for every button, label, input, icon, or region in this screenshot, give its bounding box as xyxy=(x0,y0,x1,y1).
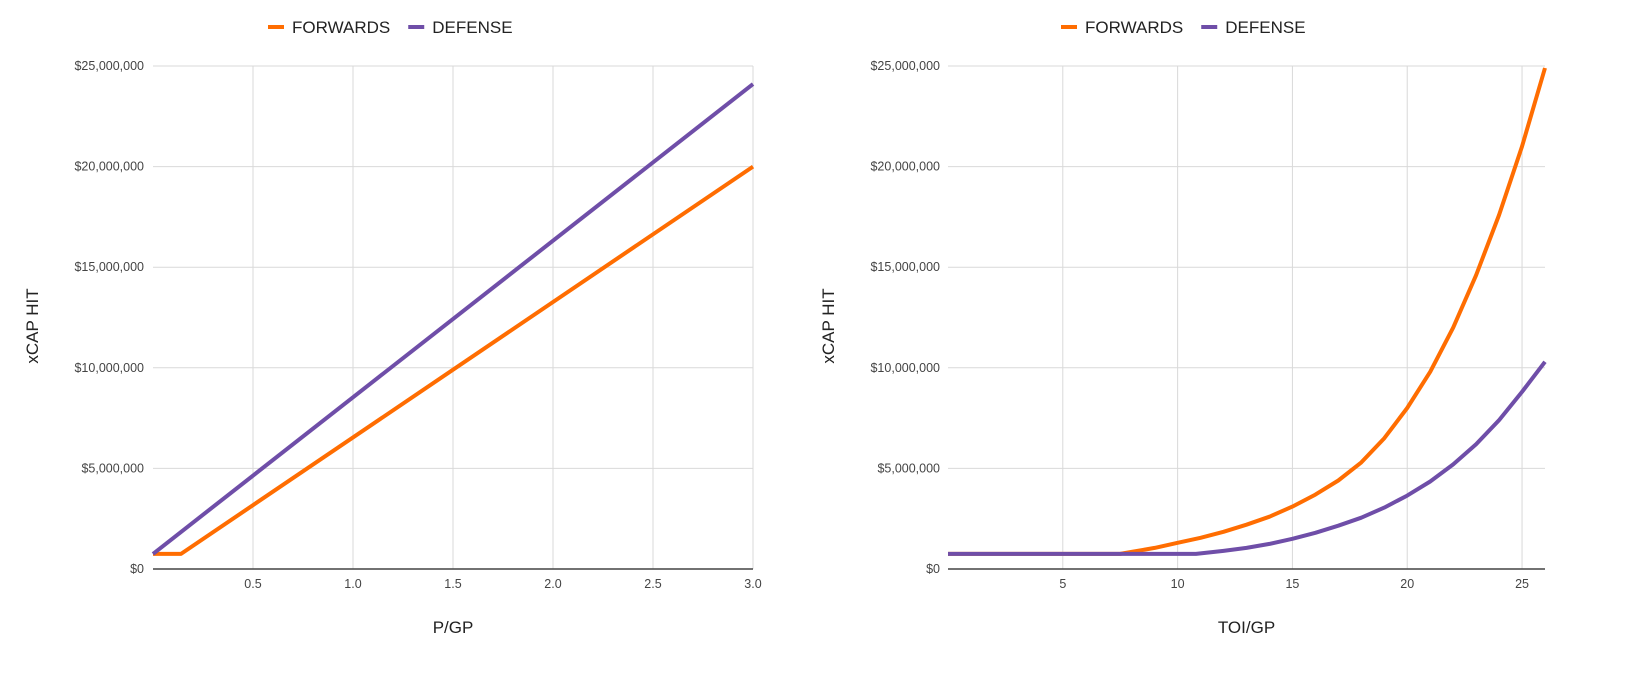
legend-label: DEFENSE xyxy=(432,18,512,37)
series-line-forwards xyxy=(948,67,1547,556)
y-tick-label: $0 xyxy=(130,562,144,576)
x-tick-label: 3.0 xyxy=(744,577,761,591)
y-tick-label: $15,000,000 xyxy=(870,260,940,274)
legend-label: FORWARDS xyxy=(292,18,390,37)
y-tick-label: $20,000,000 xyxy=(870,160,940,174)
y-tick-label: $10,000,000 xyxy=(74,361,144,375)
series-line-forwards xyxy=(153,164,755,556)
legend-label: DEFENSE xyxy=(1225,18,1305,37)
y-tick-label: $0 xyxy=(926,562,940,576)
x-tick-label: 20 xyxy=(1400,577,1414,591)
y-tick-label: $25,000,000 xyxy=(870,59,940,73)
series-line-defense xyxy=(948,360,1547,556)
y-axis-label: xCAP HIT xyxy=(23,288,42,363)
x-axis-label: P/GP xyxy=(433,618,474,637)
x-tick-label: 25 xyxy=(1515,577,1529,591)
x-tick-label: 1.5 xyxy=(444,577,461,591)
x-tick-label: 2.5 xyxy=(644,577,661,591)
chart-1: $0 $5,000,000 $10,000,000 $15,000,000 $20,00… xyxy=(23,18,762,637)
y-tick-label: $25,000,000 xyxy=(74,59,144,73)
y-tick-label: $5,000,000 xyxy=(81,461,144,475)
x-axis-label: TOI/GP xyxy=(1218,618,1275,637)
legend-label: FORWARDS xyxy=(1085,18,1183,37)
y-tick-label: $20,000,000 xyxy=(74,160,144,174)
x-tick-label: 1.0 xyxy=(344,577,361,591)
x-tick-label: 2.0 xyxy=(544,577,561,591)
y-tick-label: $15,000,000 xyxy=(74,260,144,274)
y-axis-label: xCAP HIT xyxy=(819,288,838,363)
y-tick-label: $5,000,000 xyxy=(877,461,940,475)
x-tick-label: 15 xyxy=(1285,577,1299,591)
x-tick-label: 10 xyxy=(1171,577,1185,591)
x-tick-label: 0.5 xyxy=(244,577,261,591)
chart-2: $0 $5,000,000 $10,000,000 $15,000,000 $20,00… xyxy=(819,18,1547,637)
series-line-defense xyxy=(151,82,755,556)
y-tick-label: $10,000,000 xyxy=(870,361,940,375)
x-tick-label: 5 xyxy=(1059,577,1066,591)
